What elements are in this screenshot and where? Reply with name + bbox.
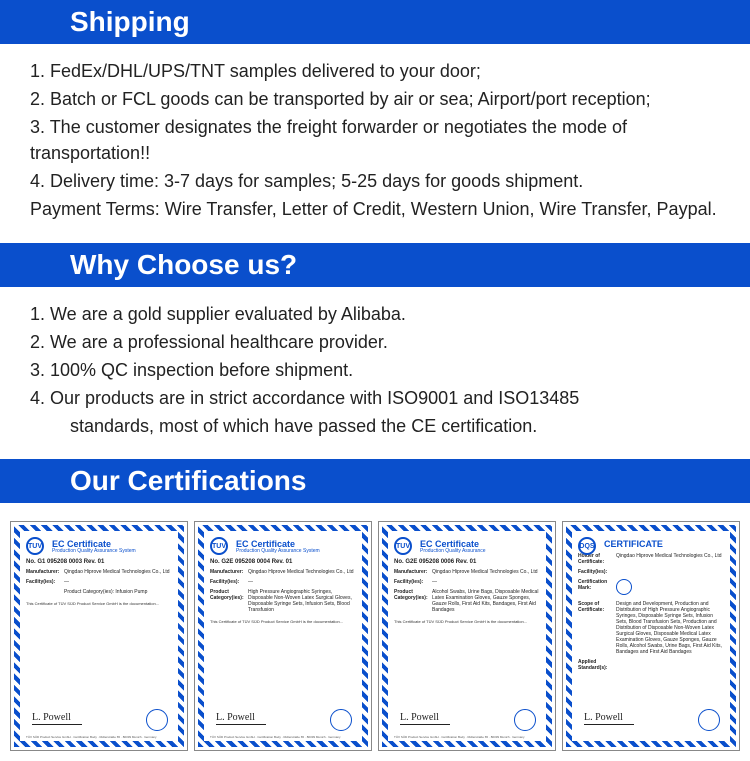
cert-label: Manufacturer: [210, 569, 248, 575]
cert-value: Qingdao Hiprove Medical Technologies Co.… [616, 553, 722, 565]
why-header: Why Choose us? [0, 243, 750, 287]
cert-label: Manufacturer: [394, 569, 432, 575]
cert-signature: L. Powell [32, 712, 71, 723]
cert-label: Facility(ies): [578, 569, 616, 575]
cert-label: Holder of Certificate: [578, 553, 616, 565]
cert-value: — [64, 579, 69, 585]
cert-card: DQS CERTIFICATE Holder of Certificate:Qi… [562, 521, 740, 751]
cert-stamp-icon [146, 709, 168, 731]
shipping-line: 1. FedEx/DHL/UPS/TNT samples delivered t… [30, 58, 720, 84]
cert-row: TUV EC Certificate Production Quality As… [0, 513, 750, 761]
cert-value: Alcohol Swabs, Urine Bags, Disposable Me… [432, 589, 540, 613]
cert-label: Certification Mark: [578, 579, 616, 597]
cert-signature: L. Powell [400, 712, 439, 723]
why-line-indent: standards, most of which have passed the… [30, 413, 720, 439]
shipping-line: 2. Batch or FCL goods can be transported… [30, 86, 720, 112]
why-line: 4. Our products are in strict accordance… [30, 385, 720, 411]
cert-label: Product Category(ies): [394, 589, 432, 613]
cert-value: Product Category(ies): Infusion Pump [64, 589, 147, 595]
cert-stamp-icon [514, 709, 536, 731]
cert-label: Product Category(ies): [210, 589, 248, 613]
cert-value: Qingdao Hiprove Medical Technologies Co.… [248, 569, 354, 575]
cert-value: High Pressure Angiographic Syringes, Dis… [248, 589, 356, 613]
cert-label: Facility(ies): [210, 579, 248, 585]
shipping-body: 1. FedEx/DHL/UPS/TNT samples delivered t… [0, 54, 750, 243]
cert-number: No. G2E 095208 0006 Rev. 01 [394, 559, 540, 565]
why-line: 1. We are a gold supplier evaluated by A… [30, 301, 720, 327]
cert-stamp-icon [330, 709, 352, 731]
cert-card: TUV EC Certificate Production Quality As… [10, 521, 188, 751]
cert-footer: TÜV SÜD Product Service GmbH · Certifica… [394, 735, 540, 739]
cert-footer: TÜV SÜD Product Service GmbH · Certifica… [26, 735, 172, 739]
why-line: 3. 100% QC inspection before shipment. [30, 357, 720, 383]
cert-label: Applied Standard(s): [578, 659, 616, 671]
cert-card: TUV EC Certificate Production Quality As… [378, 521, 556, 751]
cert-body: This Certificate of TÜV SÜD Product Serv… [394, 619, 540, 624]
shipping-line: Payment Terms: Wire Transfer, Letter of … [30, 196, 720, 222]
certs-header: Our Certifications [0, 459, 750, 503]
cert-label: Scope of Certificate: [578, 601, 616, 655]
cert-label [26, 589, 64, 595]
cert-value: Design and Development, Production and D… [616, 601, 724, 655]
cert-body: This Certificate of TÜV SÜD Product Serv… [210, 619, 356, 624]
cert-number: No. G1 095208 0003 Rev. 01 [26, 559, 172, 565]
cert-subtitle: Production Quality Assurance [420, 549, 540, 555]
cert-label: Facility(ies): [26, 579, 64, 585]
why-line: 2. We are a professional healthcare prov… [30, 329, 720, 355]
cert-logo-icon: TUV [26, 537, 44, 555]
cert-logo-icon: TUV [394, 537, 412, 555]
cert-value [616, 579, 632, 597]
cert-value: Qingdao Hiprove Medical Technologies Co.… [432, 569, 538, 575]
cert-sig-line [216, 724, 266, 725]
cert-title: CERTIFICATE [604, 539, 724, 549]
cert-number: No. G2E 095208 0004 Rev. 01 [210, 559, 356, 565]
cert-footer: TÜV SÜD Product Service GmbH · Certifica… [210, 735, 356, 739]
cert-value: Qingdao Hiprove Medical Technologies Co.… [64, 569, 170, 575]
cert-logo-icon: DQS [578, 537, 596, 555]
cert-sig-line [400, 724, 450, 725]
shipping-line: 4. Delivery time: 3-7 days for samples; … [30, 168, 720, 194]
cert-subtitle: Production Quality Assurance System [236, 549, 356, 555]
cert-signature: L. Powell [216, 712, 255, 723]
cert-stamp-icon [698, 709, 720, 731]
cert-subtitle: Production Quality Assurance System [52, 549, 172, 555]
cert-body: This Certificate of TÜV SÜD Product Serv… [26, 601, 172, 606]
cert-label: Manufacturer: [26, 569, 64, 575]
shipping-line: 3. The customer designates the freight f… [30, 114, 720, 166]
cert-value: — [248, 579, 253, 585]
cert-sig-line [32, 724, 82, 725]
why-body: 1. We are a gold supplier evaluated by A… [0, 297, 750, 459]
cert-signature: L. Powell [584, 712, 623, 723]
cert-logo-icon: TUV [210, 537, 228, 555]
cert-sig-line [584, 724, 634, 725]
shipping-header: Shipping [0, 0, 750, 44]
cert-card: TUV EC Certificate Production Quality As… [194, 521, 372, 751]
cert-value: — [432, 579, 437, 585]
cert-label: Facility(ies): [394, 579, 432, 585]
